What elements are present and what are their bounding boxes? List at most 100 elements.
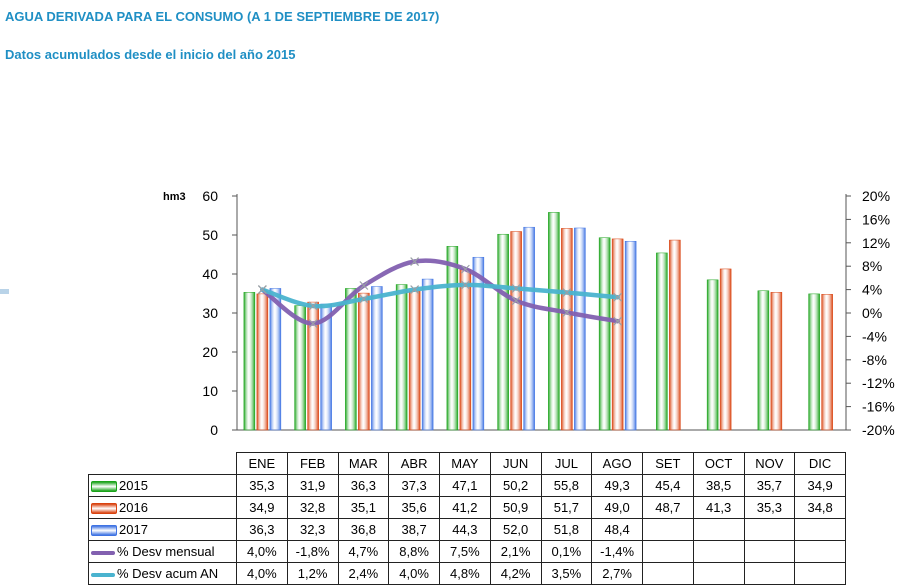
line-point-marker: [511, 296, 521, 306]
table-cell: 34,9: [236, 496, 288, 519]
line-point-marker: [410, 285, 420, 295]
table-row: 2017 36,3 32,3 36,8 38,7 44,3 52,0 51,8 48,4: [88, 518, 846, 541]
bar-2016-ABR: [408, 290, 421, 431]
series-name: 2017: [119, 522, 148, 537]
category-label: JUN: [489, 452, 542, 475]
table-cell: -1,8%: [286, 540, 339, 563]
category-label: MAY: [439, 452, 491, 475]
table-cell: 7,5%: [439, 540, 491, 563]
y2-tick-label: -12%: [862, 375, 895, 391]
table-header-row: ENE FEB MAR ABR MAY JUN JUL AGO SET OCT NOV DIC: [89, 452, 846, 475]
table-row: 2015 35,3 31,9 36,3 37,3 47,1 50,2 55,8 49,3 45,4…: [88, 474, 846, 497]
line-point-marker: [410, 257, 420, 266]
line-point-marker: [359, 281, 369, 290]
bar-2015-ABR: [395, 284, 408, 431]
line-point-marker: [562, 307, 572, 317]
table-cell: 52,0: [489, 518, 542, 541]
y-tick-label: 0: [210, 422, 218, 438]
bar-2016-AGO: [611, 238, 624, 431]
legend-swatch: [91, 572, 115, 577]
y-axis-label: hm3: [163, 191, 186, 203]
table-cell: 49,0: [591, 496, 643, 519]
bar-2017-ENE: [269, 288, 282, 431]
table-cell: [642, 562, 694, 585]
bar-2017-AGO: [624, 240, 637, 431]
table-cell: 37,3: [388, 474, 440, 497]
table-cell: 41,3: [692, 496, 745, 519]
table-cell: 36,8: [337, 518, 390, 541]
table-cell: [642, 540, 694, 563]
bar-2016-DIC: [821, 294, 833, 431]
table-cell: [794, 540, 846, 563]
bar-2015-MAR: [345, 288, 357, 431]
bar-2017-MAR: [371, 286, 383, 431]
category-label: MAR: [337, 452, 390, 475]
table-cell: 4,7%: [337, 540, 390, 563]
line-point-marker: [460, 280, 470, 290]
decorative-marker: [0, 289, 9, 294]
bar-2015-FEB: [294, 305, 306, 431]
combo-chart: hm3 0 10 20 30 40 50 60 -20% -16% -12% -8% -4% 0% 4% 8%…: [163, 188, 895, 438]
table-cell: 36,3: [236, 518, 288, 541]
table-cell: 4,0%: [388, 562, 440, 585]
data-table: ENE FEB MAR ABR MAY JUN JUL AGO SET OCT NOV DIC 2015…: [88, 452, 846, 585]
table-cell: 1,2%: [286, 562, 339, 585]
table-cell: [743, 540, 796, 563]
bar-2016-MAR: [358, 292, 370, 431]
y-tick-label: 30: [202, 305, 218, 321]
bar-2016-JUL: [561, 228, 573, 431]
table-row: 2016 34,9 32,8 35,1 35,6 41,2 50,9 51,7 49,0 48,7…: [88, 496, 846, 519]
series-name: % Desv mensual: [117, 544, 215, 559]
line-point-marker: [308, 301, 318, 311]
table-cell: 38,7: [388, 518, 440, 541]
line-point-marker: [460, 264, 470, 274]
table-cell: 4,0%: [236, 562, 288, 585]
bar-2015-AGO: [598, 237, 611, 431]
bar-2017-JUL: [574, 227, 586, 431]
legend-swatch: [91, 503, 117, 515]
series-name: % Desv acum AN: [117, 566, 219, 581]
series-legend-cell: 2017: [88, 518, 237, 541]
y2-tick-label: 0%: [862, 305, 882, 321]
bar-2015-NOV: [757, 290, 770, 431]
y2-tick-label: -8%: [862, 352, 887, 368]
category-label: SET: [642, 452, 694, 475]
line-point-marker: [613, 292, 623, 302]
table-cell: [794, 518, 846, 541]
category-label: FEB: [286, 452, 339, 475]
line-point-marker: [257, 285, 267, 295]
bar-2015-DIC: [808, 293, 820, 431]
table-cell: 3,5%: [540, 562, 593, 585]
bar-2015-JUN: [497, 233, 509, 431]
y-tick-label: 40: [202, 266, 218, 282]
line-point-marker: [562, 288, 572, 297]
bar-2015-ENE: [243, 292, 256, 431]
series-legend-cell: % Desv mensual: [88, 540, 237, 563]
category-label: NOV: [743, 452, 796, 475]
category-label: ABR: [388, 452, 440, 475]
table-corner: [89, 453, 237, 475]
line-point-marker: [511, 284, 521, 293]
bar-2015-MAY: [446, 246, 459, 431]
y-tick-label: 10: [202, 383, 218, 399]
y-tick-label: 20: [202, 344, 218, 360]
table-cell: 4,0%: [236, 540, 288, 563]
table-cell: 55,8: [540, 474, 593, 497]
table-cell: 2,4%: [337, 562, 390, 585]
y2-tick-label: 16%: [862, 211, 890, 227]
table-cell: 35,1: [337, 496, 390, 519]
table-cell: [692, 540, 745, 563]
table-cell: 35,7: [743, 474, 796, 497]
bar-2016-MAY: [459, 269, 472, 431]
table-cell: 8,8%: [388, 540, 440, 563]
bar-2016-JUN: [510, 231, 522, 431]
table-cell: 51,7: [540, 496, 593, 519]
table-cell: -1,4%: [591, 540, 643, 563]
table-cell: 48,4: [591, 518, 643, 541]
series-name: 2015: [119, 478, 148, 493]
y2-tick-label: -20%: [862, 422, 895, 438]
table-cell: [692, 562, 745, 585]
table-cell: 35,3: [236, 474, 288, 497]
bar-2015-JUL: [548, 212, 560, 431]
table-cell: 35,3: [743, 496, 796, 519]
